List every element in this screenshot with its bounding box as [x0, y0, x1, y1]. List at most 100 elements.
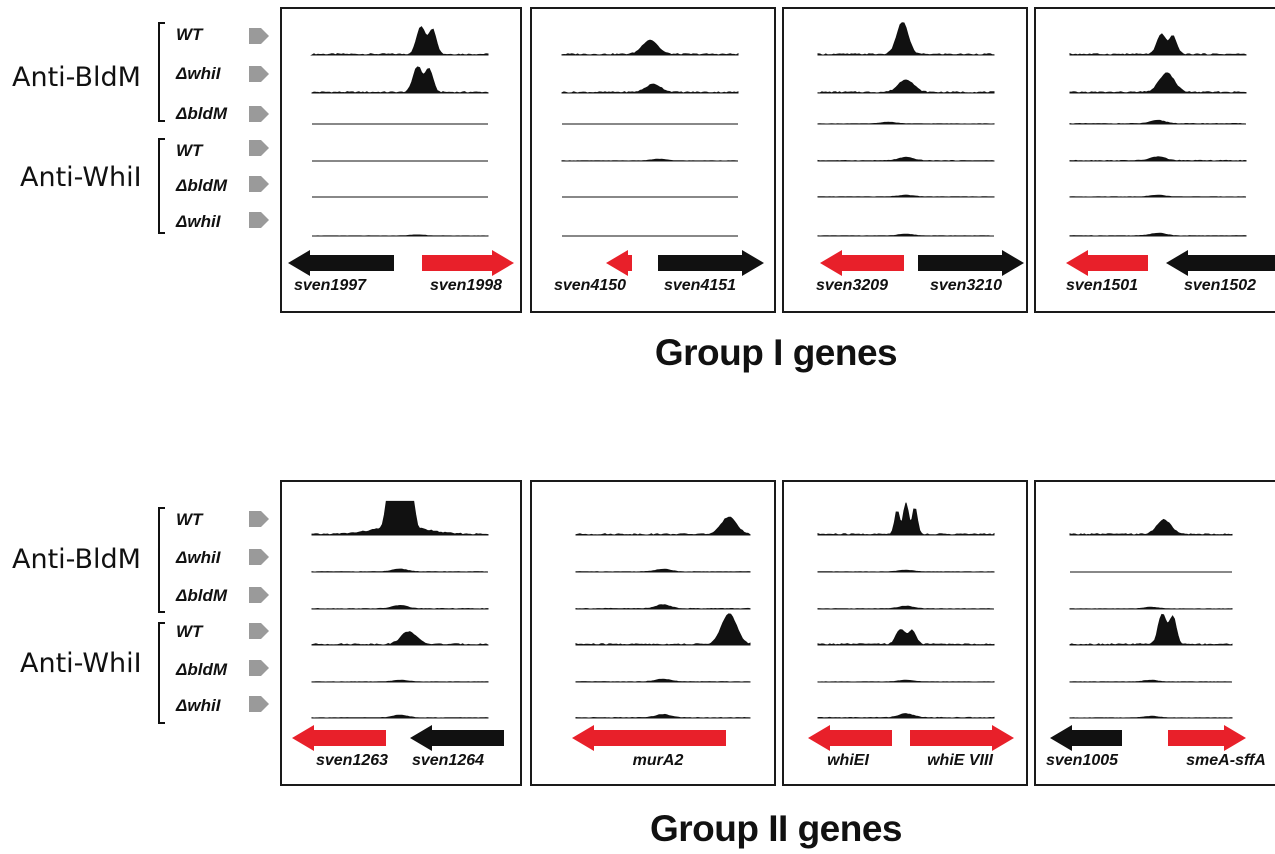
coverage-track [1069, 119, 1247, 125]
sample-label: ΔbldM [176, 104, 228, 123]
track-marker-icon [249, 549, 269, 565]
gene-arrow [422, 250, 514, 276]
gene-arrow [918, 250, 1024, 276]
gene-label: sven3210 [929, 277, 1003, 294]
gene-label: murA2 [632, 752, 684, 769]
coverage-track [311, 631, 489, 646]
track-marker-icon [249, 28, 269, 44]
gene-label: sven1501 [1065, 277, 1139, 294]
coverage-track [575, 678, 751, 683]
coverage-track [817, 156, 995, 162]
coverage-track [817, 121, 995, 125]
sample-label: WT [176, 141, 203, 160]
sample-label: ΔbldM [176, 586, 228, 605]
sample-label: ΔwhiI [176, 548, 221, 567]
coverage-track [817, 569, 995, 573]
sample-label: WT [176, 510, 203, 529]
coverage-track [311, 568, 489, 573]
coverage-track [1069, 715, 1233, 719]
coverage-track [817, 79, 995, 94]
coverage-track [310, 26, 489, 56]
coverage-track [1069, 606, 1233, 610]
gene-arrow [808, 725, 892, 751]
track-marker-icon [249, 176, 269, 192]
gene-arrow [1168, 725, 1246, 751]
antibody-label-whii: Anti-WhiI [20, 162, 142, 193]
coverage-track [1069, 232, 1247, 237]
gene-label: sven1264 [411, 752, 485, 769]
gene-arrow [292, 725, 386, 751]
gene-arrow [1066, 250, 1148, 276]
gene-label: sven1997 [293, 277, 367, 294]
track-marker-icon [249, 212, 269, 228]
sample-label: ΔbldM [176, 176, 228, 195]
sample-label: ΔbldM [176, 660, 228, 679]
group-title: Group I genes [654, 332, 898, 373]
panel: sven1005 smeA-sffA [1034, 480, 1275, 786]
gene-arrow [820, 250, 904, 276]
track-marker-icon [249, 66, 269, 82]
track-marker-icon [249, 106, 269, 122]
coverage-track [1069, 72, 1247, 94]
coverage-track [1069, 613, 1233, 646]
coverage-track [817, 502, 995, 536]
gene-arrow [606, 250, 632, 276]
coverage-track [561, 39, 739, 56]
bracket-whii [158, 622, 165, 724]
coverage-track [817, 22, 995, 56]
panel: sven4150 sven4151 [530, 7, 776, 313]
track-marker-icon [249, 696, 269, 712]
coverage-track [817, 679, 995, 683]
panel: sven1501 sven1502 [1034, 7, 1275, 313]
gene-label: whiEI [827, 752, 869, 769]
sample-label: ΔwhiI [176, 696, 221, 715]
coverage-track [1069, 33, 1247, 56]
coverage-track [311, 500, 489, 536]
coverage-track [817, 605, 995, 610]
gene-arrow [1050, 725, 1122, 751]
panel: sven1997 sven1998 [280, 7, 522, 313]
gene-label: sven1998 [429, 277, 503, 294]
antibody-label-whii: Anti-WhiI [20, 648, 142, 679]
coverage-track [311, 679, 489, 683]
coverage-track [1069, 156, 1247, 162]
panel: murA2 [530, 480, 776, 786]
track-marker-icon [249, 623, 269, 639]
coverage-track [575, 613, 751, 646]
track-marker-icon [249, 140, 269, 156]
gene-label: sven4151 [663, 277, 737, 294]
coverage-track [575, 604, 751, 610]
gene-label: sven1263 [315, 752, 389, 769]
gene-label: sven1502 [1183, 277, 1257, 294]
panel: sven3209 sven3210 [782, 7, 1028, 313]
bracket-whii [158, 138, 165, 234]
panel: sven1263 sven1264 [280, 480, 522, 786]
coverage-track [561, 83, 739, 94]
sample-label: WT [176, 622, 203, 641]
track-marker-icon [249, 511, 269, 527]
coverage-track [1069, 518, 1233, 536]
panel: whiEI whiE VIII [782, 480, 1028, 786]
bracket-bldm [158, 22, 165, 122]
gene-arrow [288, 250, 394, 276]
gene-label: sven4150 [553, 277, 627, 294]
gene-label: sven3209 [815, 277, 889, 294]
gene-arrow [910, 725, 1014, 751]
track-marker-icon [249, 587, 269, 603]
gene-label: whiE VIII [927, 752, 993, 769]
bracket-bldm [158, 507, 165, 613]
coverage-track [817, 629, 995, 646]
coverage-track [311, 604, 489, 610]
coverage-track [561, 158, 739, 162]
coverage-track [1069, 194, 1247, 198]
coverage-track [312, 234, 489, 237]
antibody-label-bldm: Anti-BldM [12, 62, 141, 93]
coverage-track [817, 233, 994, 237]
gene-arrow [572, 725, 726, 751]
gene-arrow [658, 250, 764, 276]
coverage-track [311, 714, 489, 719]
coverage-track [817, 194, 995, 198]
track-marker-icon [249, 660, 269, 676]
coverage-track [817, 713, 995, 719]
sample-label: WT [176, 25, 203, 44]
